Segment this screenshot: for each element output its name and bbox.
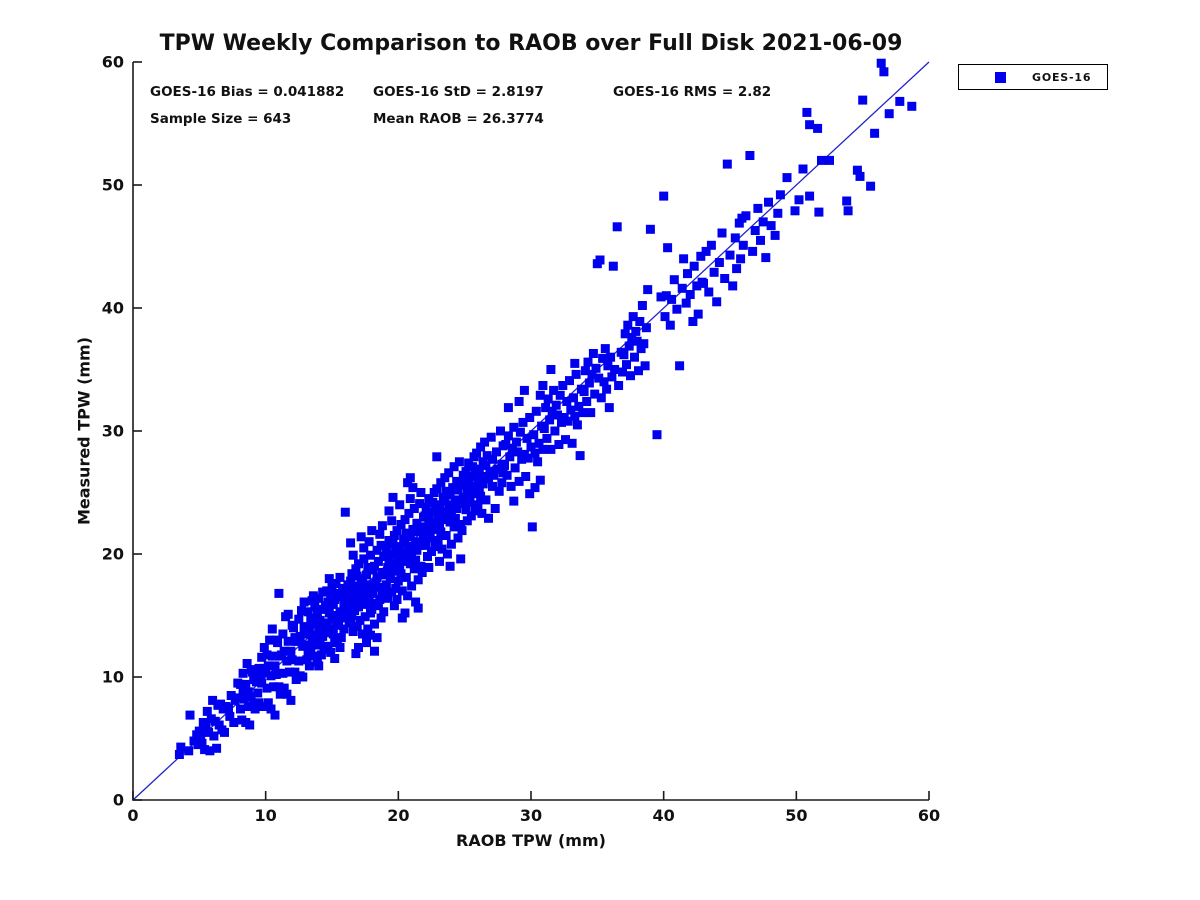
y-axis-label: Measured TPW (mm) xyxy=(74,336,94,526)
stat-mean-raob: Mean RAOB = 26.3774 xyxy=(373,111,544,127)
x-tick-label: 30 xyxy=(519,806,543,825)
y-tick-label: 30 xyxy=(101,421,124,441)
y-tick-label: 40 xyxy=(101,298,124,318)
stat-std: GOES-16 StD = 2.8197 xyxy=(373,84,544,100)
y-tick-label: 20 xyxy=(101,544,124,564)
x-tick-label: 40 xyxy=(652,806,675,825)
y-tick-label: 10 xyxy=(101,667,124,687)
x-tick-label: 0 xyxy=(127,806,139,825)
x-axis-label: RAOB TPW (mm) xyxy=(456,831,606,850)
goes16-scatter-points xyxy=(174,58,917,759)
x-tick-label: 50 xyxy=(785,806,808,825)
stat-sample-size: Sample Size = 643 xyxy=(150,111,292,127)
stat-bias: GOES-16 Bias = 0.041882 xyxy=(150,84,345,100)
x-tick-label: 60 xyxy=(917,806,941,825)
legend-marker-square-icon xyxy=(995,71,1006,83)
chart-title: TPW Weekly Comparison to RAOB over Full … xyxy=(159,31,903,56)
x-tick-label: 10 xyxy=(254,806,277,825)
x-tick-label: 20 xyxy=(387,806,410,825)
legend-box: GOES-16 xyxy=(958,64,1108,90)
legend-entry-label: GOES-16 xyxy=(1032,70,1092,84)
y-tick-label: 0 xyxy=(112,790,124,810)
y-tick-label: 60 xyxy=(101,52,124,72)
stat-rms: GOES-16 RMS = 2.82 xyxy=(613,84,772,100)
y-tick-label: 50 xyxy=(101,175,124,195)
